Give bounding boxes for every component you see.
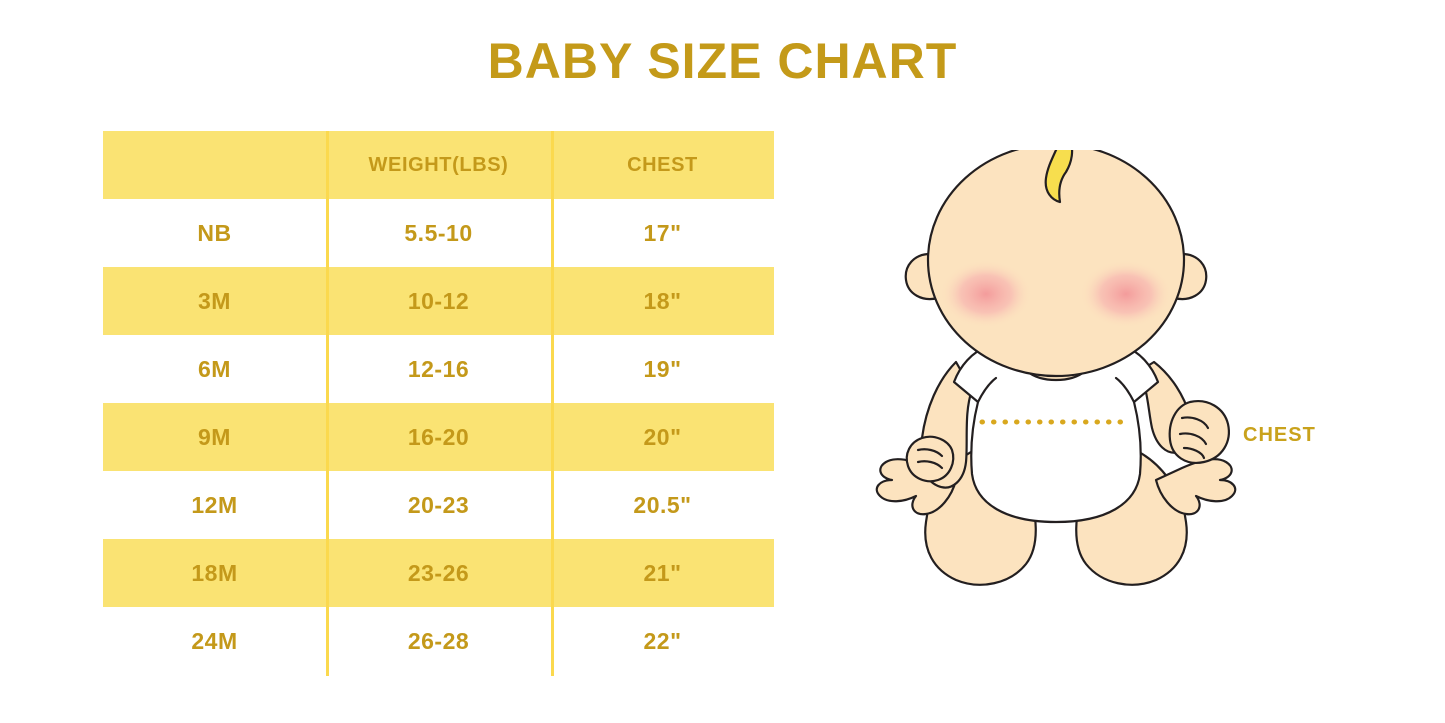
cell-size: 3M [198,287,231,314]
table-row: 9M 16-20 20" [103,403,774,471]
table-row: 3M 10-12 18" [103,267,774,335]
size-table: WEIGHT(LBS) CHEST NB 5.5-10 17" 3M 10-12… [103,131,774,676]
cell-weight: 5.5-10 [404,219,473,246]
column-divider-1 [326,131,329,676]
table-row: NB 5.5-10 17" [103,199,774,267]
baby-sleeve-left [976,376,998,404]
header-chest: CHEST [627,153,698,176]
table-row: 18M 23-26 21" [103,539,774,607]
cell-weight: 26-28 [407,627,470,654]
cell-weight: 10-12 [407,287,470,314]
table-row: 24M 26-28 22" [103,607,774,675]
cell-chest: 18" [643,287,682,314]
table-row: 12M 20-23 20.5" [103,471,774,539]
cell-chest: 22" [643,627,682,654]
cell-size: 24M [191,627,238,654]
cell-size: 9M [198,423,231,450]
cell-weight: 12-16 [407,355,470,382]
cell-chest: 20" [643,423,682,450]
table-header-row: WEIGHT(LBS) CHEST [103,131,774,199]
cell-chest: 20.5" [633,491,692,518]
cell-weight: 16-20 [407,423,470,450]
baby-right-cheek [1080,260,1172,328]
baby-left-hand [905,435,955,483]
cell-size: 6M [198,355,231,382]
cell-chest: 21" [643,559,682,586]
baby-illustration [860,134,1280,610]
cell-size: NB [197,219,232,246]
chest-label: CHEST [1243,424,1316,446]
cell-chest: 17" [643,219,682,246]
table-row: 6M 12-16 19" [103,335,774,403]
baby-right-hand-fingers [1178,416,1210,460]
baby-hair-curl [1044,134,1074,204]
header-weight: WEIGHT(LBS) [368,153,509,176]
cell-weight: 20-23 [407,491,470,518]
page-title: BABY SIZE CHART [487,33,958,89]
cell-chest: 19" [643,355,682,382]
column-divider-2 [551,131,554,676]
baby-left-cheek [940,260,1032,328]
cell-size: 18M [191,559,238,586]
cell-weight: 23-26 [407,559,470,586]
baby-left-hand-fingers [916,448,944,470]
baby-sleeve-right [1114,376,1136,404]
cell-size: 12M [191,491,238,518]
baby-right-foot [1154,458,1237,516]
